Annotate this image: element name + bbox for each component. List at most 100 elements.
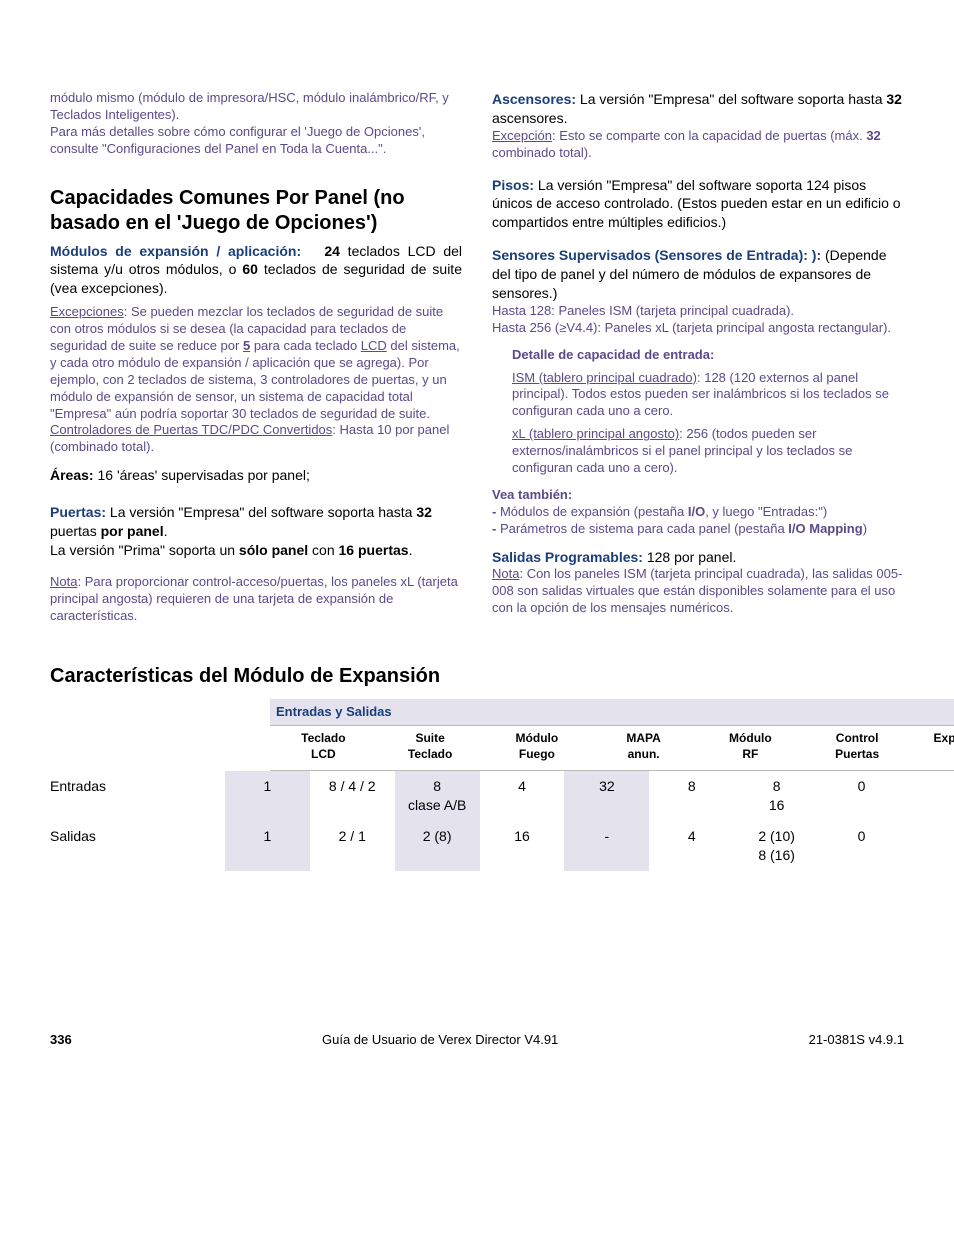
sal-nota-text: : Con los paneles ISM (tarjeta principal… <box>492 566 902 615</box>
expansion-table-wrapper: Entradas y Salidas TecladoLCDSuiteTeclad… <box>50 699 904 870</box>
puertas-dot: . <box>164 523 168 539</box>
vea-2c: I/O Mapping <box>788 521 862 536</box>
vea-label: Vea también: <box>492 487 904 504</box>
vea-1a: - <box>492 504 500 519</box>
asc-ta: La versión "Empresa" del software soport… <box>576 91 886 107</box>
vea-line1: - Módulos de expansión (pestaña I/O, y l… <box>492 504 904 521</box>
asc-tb: ascensores. <box>492 110 567 126</box>
table-cell: 8 <box>649 771 734 821</box>
section-heading-capacidades: Capacidades Comunes Por Panel (no basado… <box>50 186 462 236</box>
sensores-paragraph: Sensores Supervisados (Sensores de Entra… <box>492 246 904 303</box>
footer-center: Guía de Usuario de Verex Director V4.91 <box>322 1031 558 1049</box>
puertas-32: 32 <box>416 504 432 520</box>
contr-label: Controladores de Puertas TDC/PDC Convert… <box>50 422 332 437</box>
pisos-label: Pisos: <box>492 177 534 193</box>
excepciones-paragraph: Excepciones: Se pueden mezclar los tecla… <box>50 304 462 422</box>
table-group-header: Entradas y Salidas <box>270 699 954 725</box>
right-column: Ascensores: La versión "Empresa" del sof… <box>492 90 904 624</box>
two-column-layout: módulo mismo (módulo de impresora/HSC, m… <box>50 90 904 624</box>
expansion-table-header: Entradas y Salidas TecladoLCDSuiteTeclad… <box>270 699 954 771</box>
table-cell: 8clase A/B <box>395 771 480 821</box>
areas-text: 16 'áreas' supervisadas por panel; <box>94 467 310 483</box>
puertas-l2c: . <box>409 542 413 558</box>
puertas-l2b: con <box>308 542 338 558</box>
table-col-header: MAPAanun. <box>590 726 697 771</box>
excepciones-label: Excepciones <box>50 304 124 319</box>
table-cell: 2 (10)8 (16) <box>734 821 819 871</box>
puertas-label: Puertas: <box>50 504 106 520</box>
asc-exc-label: Excepción <box>492 128 552 143</box>
pisos-paragraph: Pisos: La versión "Empresa" del software… <box>492 176 904 233</box>
intro-note-2: Para más detalles sobre cómo configurar … <box>50 124 462 158</box>
sal-label: Salidas Programables: <box>492 549 643 565</box>
table-cell: - <box>564 821 649 871</box>
page-number: 336 <box>50 1031 72 1049</box>
puertas-solo: sólo panel <box>239 542 308 558</box>
table-cell: 8 / 4 / 2 <box>310 771 395 821</box>
det-title: Detalle de capacidad de entrada: <box>512 347 904 364</box>
modulos-paragraph: Módulos de expansión / aplicación: 24 te… <box>50 242 462 299</box>
table-col-header: MóduloFuego <box>484 726 591 771</box>
table-body: Entradas18 / 4 / 28clase A/B43288160Sali… <box>50 771 904 871</box>
salidas-paragraph: Salidas Programables: 128 por panel. <box>492 548 904 567</box>
table-cell: 4 <box>649 821 734 871</box>
sal-nota-label: Nota <box>492 566 519 581</box>
asc-exc-32: 32 <box>866 128 880 143</box>
sens-p2: Hasta 256 (≥V4.4): Paneles xL (tarjeta p… <box>492 320 904 337</box>
sens-p1: Hasta 128: Paneles ISM (tarjeta principa… <box>492 303 904 320</box>
asc-label: Ascensores: <box>492 91 576 107</box>
modulos-label: Módulos de expansión / aplicación: <box>50 243 301 259</box>
table-row: Entradas18 / 4 / 28clase A/B43288160 <box>50 771 904 821</box>
puertas-ta: La versión "Empresa" del software soport… <box>106 504 416 520</box>
table-cell: 1 <box>225 821 310 871</box>
vea-1b: Módulos de expansión (pestaña <box>500 504 688 519</box>
vea-1d: , y luego "Entradas:") <box>705 504 827 519</box>
table-row-label: Salidas <box>50 821 225 846</box>
table-col-header: TecladoLCD <box>270 726 377 771</box>
vea-2a: - <box>492 521 500 536</box>
intro-note-1: módulo mismo (módulo de impresora/HSC, m… <box>50 90 462 124</box>
table-col-header: ControlPuertas <box>804 726 911 771</box>
puertas-16: 16 puertas <box>339 542 409 558</box>
nota-text: : Para proporcionar control-acceso/puert… <box>50 574 458 623</box>
nota-label: Nota <box>50 574 77 589</box>
areas-line: Áreas: 16 'áreas' supervisadas por panel… <box>50 466 462 485</box>
table-cell: 1 <box>225 771 310 821</box>
table-col-header: ExpansiónE/S <box>911 726 954 771</box>
pisos-text: La versión "Empresa" del software soport… <box>492 177 901 231</box>
asc-exc-ta: : Esto se comparte con la capacidad de p… <box>552 128 866 143</box>
table-cell: 2 (8) <box>395 821 480 871</box>
table-cell: 2 / 1 <box>310 821 395 871</box>
puertas-paragraph: Puertas: La versión "Empresa" del softwa… <box>50 503 462 560</box>
page-footer: 336 Guía de Usuario de Verex Director V4… <box>50 1031 904 1049</box>
footer-right: 21-0381S v4.9.1 <box>809 1031 904 1049</box>
vea-2d: ) <box>863 521 867 536</box>
areas-label: Áreas: <box>50 467 94 483</box>
puertas-l2a: La versión "Prima" soporta un <box>50 542 239 558</box>
puertas-por: por panel <box>101 523 164 539</box>
table-cell: 816 <box>734 771 819 821</box>
left-column: módulo mismo (módulo de impresora/HSC, m… <box>50 90 462 624</box>
vea-line2: - Parámetros de sistema para cada panel … <box>492 521 904 538</box>
table-cell: 32 <box>564 771 649 821</box>
ascensores-paragraph: Ascensores: La versión "Empresa" del sof… <box>492 90 904 128</box>
table-col-header: SuiteTeclado <box>377 726 484 771</box>
nota-paragraph: Nota: Para proporcionar control-acceso/p… <box>50 574 462 625</box>
table-cell: 16 <box>480 821 565 871</box>
vea-1c: I/O <box>688 504 705 519</box>
exc-t2: para cada teclado <box>250 338 361 353</box>
table-column-header-row: TecladoLCDSuiteTecladoMóduloFuegoMAPAanu… <box>270 726 954 771</box>
asc-exc-paragraph: Excepción: Esto se comparte con la capac… <box>492 128 904 162</box>
controladores-paragraph: Controladores de Puertas TDC/PDC Convert… <box>50 422 462 456</box>
det-ism: ISM (tablero principal cuadrado): 128 (1… <box>512 370 904 421</box>
det-xl: xL (tablero principal angosto): 256 (tod… <box>512 426 904 477</box>
det-xl-label: xL (tablero principal angosto) <box>512 426 679 441</box>
detalle-block: Detalle de capacidad de entrada: ISM (ta… <box>492 347 904 477</box>
table-cell: 4 <box>480 771 565 821</box>
table-row-label: Entradas <box>50 771 225 796</box>
sal-text: 128 por panel. <box>643 549 736 565</box>
modulos-60: 60 <box>242 261 258 277</box>
exc-lcd: LCD <box>361 338 387 353</box>
section-heading-caracteristicas: Características del Módulo de Expansión <box>50 664 904 689</box>
table-cell: 0 <box>819 821 904 871</box>
